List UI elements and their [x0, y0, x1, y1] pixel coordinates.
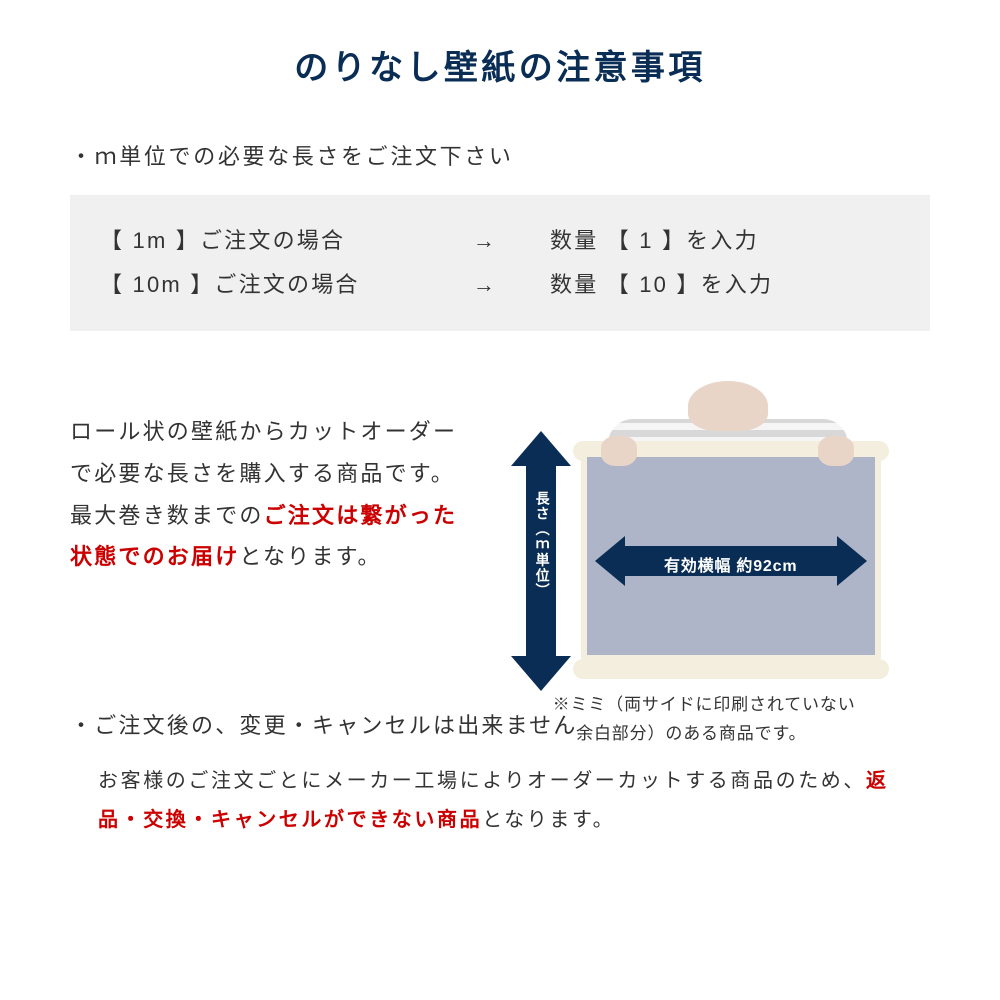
mimi-footnote: ※ミミ（両サイドに印刷されていない 余白部分）のある商品です。 — [553, 691, 933, 749]
horizontal-arrow-label: 有効横幅 約92cm — [595, 552, 867, 576]
person-head — [688, 381, 768, 431]
cut-order-section: ロール状の壁紙からカットオーダーで必要な長さを購入する商品です。最大巻き数までの… — [70, 381, 930, 578]
example-row: 【 1m 】ご注文の場合 → 数量 【 1 】を入力 — [100, 219, 900, 263]
desc-part2: となります。 — [239, 544, 381, 569]
example-arrow: → — [440, 263, 530, 307]
person-hand — [601, 436, 637, 466]
page-title: のりなし壁紙の注意事項 — [70, 40, 930, 89]
person-hand — [818, 436, 854, 466]
example-right: 数量 【 1 】を入力 — [530, 219, 900, 263]
no-cancel-description: お客様のご注文ごとにメーカー工場によりオーダーカットする商品のため、返品・交換・… — [70, 762, 930, 840]
vertical-arrow: 長さ（ｍ単位） — [511, 431, 571, 691]
example-row: 【 10m 】ご注文の場合 → 数量 【 10 】を入力 — [100, 263, 900, 307]
arrow-head-icon — [511, 656, 571, 691]
desc2-part2: となります。 — [482, 809, 615, 831]
bullet-order-by-meter: ・ｍ単位での必要な長さをご注文下さい — [70, 139, 930, 171]
vertical-arrow-label: 長さ（ｍ単位） — [533, 491, 553, 599]
quantity-example-box: 【 1m 】ご注文の場合 → 数量 【 1 】を入力 【 10m 】ご注文の場合… — [70, 195, 930, 331]
cut-order-description: ロール状の壁紙からカットオーダーで必要な長さを購入する商品です。最大巻き数までの… — [70, 381, 468, 578]
example-right: 数量 【 10 】を入力 — [530, 263, 900, 307]
example-left: 【 1m 】ご注文の場合 — [100, 219, 440, 263]
example-arrow: → — [440, 219, 530, 263]
wallpaper-roll-edge — [573, 659, 889, 679]
desc2-part1: お客様のご注文ごとにメーカー工場によりオーダーカットする商品のため、 — [98, 770, 866, 792]
example-left: 【 10m 】ご注文の場合 — [100, 263, 440, 307]
horizontal-arrow: 有効横幅 約92cm — [595, 536, 867, 586]
